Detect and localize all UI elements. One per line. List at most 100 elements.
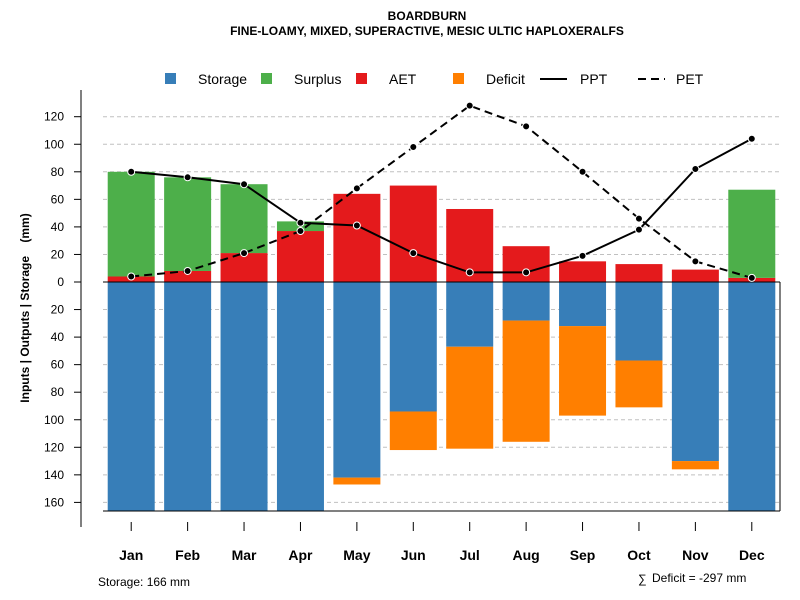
x-tick-label-may: May	[343, 547, 370, 563]
aet-bar-sep	[559, 261, 607, 282]
x-tick-label-dec: Dec	[739, 547, 765, 563]
ppt-point-mar	[240, 180, 249, 189]
aet-bar-jun	[389, 185, 437, 282]
ppt-point-nov	[691, 165, 700, 174]
legend-swatch-surplus	[261, 73, 272, 84]
ppt-point-oct	[634, 225, 643, 234]
storage-bar-feb	[164, 282, 212, 511]
x-tick-label-nov: Nov	[682, 547, 709, 563]
pet-point-jan	[127, 272, 136, 281]
pet-point-oct	[634, 214, 643, 223]
legend-label-storage: Storage	[198, 71, 247, 87]
y-tick-label: 80	[51, 165, 65, 179]
aet-bar-feb	[164, 270, 212, 282]
legend-label-surplus: Surplus	[294, 71, 341, 87]
y-axis-ticks: 120 100 80 60 40 20 0 20 40 60 80 100 120 140 160	[44, 110, 81, 509]
chart-title: BOARDBURN	[388, 9, 467, 23]
legend-swatch-storage	[165, 73, 176, 84]
pet-point-feb	[183, 266, 192, 275]
x-tick-label-aug: Aug	[513, 547, 540, 563]
y-tick-label: 40	[51, 220, 65, 234]
deficit-bar-aug	[502, 320, 550, 442]
ppt-point-feb	[183, 173, 192, 182]
pet-point-may	[352, 184, 361, 193]
y-tick-label: 20	[51, 303, 65, 317]
ppt-point-dec	[747, 134, 756, 143]
x-tick-label-feb: Feb	[175, 547, 200, 563]
storage-bar-nov	[671, 282, 719, 462]
x-tick-label-jul: Jul	[460, 547, 480, 563]
y-tick-label: 20	[51, 247, 65, 261]
storage-bar-jul	[446, 282, 494, 347]
surplus-bar-feb	[164, 177, 212, 271]
y-axis-label: Inputs | Outputs | Storage (mm)	[18, 213, 32, 402]
y-tick-label: 120	[44, 110, 64, 124]
legend-label-aet: AET	[389, 71, 417, 87]
y-tick-label: 60	[51, 192, 65, 206]
deficit-bar-may	[333, 477, 381, 485]
storage-bar-jan	[107, 282, 155, 511]
x-tick-label-oct: Oct	[627, 547, 651, 563]
storage-note: Storage: 166 mm	[98, 575, 190, 589]
y-tick-label: 60	[51, 358, 65, 372]
chart-subtitle: FINE-LOAMY, MIXED, SUPERACTIVE, MESIC UL…	[230, 24, 624, 38]
x-tick-label-apr: Apr	[288, 547, 313, 563]
y-tick-label: 120	[44, 440, 64, 454]
series-lines	[127, 101, 756, 282]
deficit-bar-jul	[446, 346, 494, 449]
pet-point-apr	[296, 227, 305, 236]
aet-bar-mar	[220, 253, 268, 282]
storage-bar-oct	[615, 282, 663, 361]
legend-label-deficit: Deficit	[486, 71, 525, 87]
y-tick-label: 100	[44, 413, 64, 427]
ppt-point-jul	[465, 268, 474, 277]
ppt-point-jun	[409, 249, 418, 258]
ppt-line	[131, 137, 753, 274]
legend-swatch-deficit	[453, 73, 464, 84]
y-tick-label: 140	[44, 468, 64, 482]
storage-bar-aug	[502, 282, 550, 321]
pet-point-jul	[465, 101, 474, 110]
legend: Storage Surplus AET Deficit PPT PET	[165, 71, 704, 87]
gridlines	[103, 116, 780, 503]
surplus-bar-dec	[728, 189, 776, 278]
storage-bar-apr	[276, 282, 324, 511]
x-tick-label-jun: Jun	[401, 547, 426, 563]
bars	[107, 171, 776, 511]
legend-label-pet: PET	[676, 71, 704, 87]
pet-point-nov	[691, 257, 700, 266]
aet-bar-may	[333, 193, 381, 282]
aet-bar-apr	[276, 231, 324, 282]
deficit-bar-sep	[559, 326, 607, 416]
storage-bar-jun	[389, 282, 437, 412]
y-tick-label: 100	[44, 137, 64, 151]
storage-bar-dec	[728, 282, 776, 511]
x-tick-label-mar: Mar	[232, 547, 257, 563]
x-tick-label-sep: Sep	[570, 547, 596, 563]
y-tick-label: 0	[57, 275, 64, 289]
x-axis-ticks: Jan Feb Mar Apr May Jun Jul Aug Sep Oct Nov Dec	[119, 522, 765, 563]
y-tick-label: 160	[44, 495, 64, 509]
deficit-bar-jun	[389, 411, 437, 451]
pet-point-sep	[578, 167, 587, 176]
pet-point-aug	[522, 122, 531, 131]
ppt-point-may	[352, 221, 361, 230]
aet-bar-aug	[502, 246, 550, 282]
y-tick-label: 40	[51, 330, 65, 344]
storage-bar-sep	[559, 282, 607, 327]
surplus-bar-jan	[107, 171, 155, 277]
ppt-point-jan	[127, 167, 136, 176]
deficit-note: Deficit = -297 mm	[652, 571, 746, 585]
legend-swatch-aet	[356, 73, 367, 84]
pet-line	[131, 104, 753, 279]
ppt-point-sep	[578, 251, 587, 260]
sum-symbol: ∑	[638, 572, 647, 586]
pet-point-mar	[240, 249, 249, 258]
pet-point-jun	[409, 143, 418, 152]
aet-bar-nov	[671, 269, 719, 282]
deficit-bar-nov	[671, 461, 719, 470]
legend-label-ppt: PPT	[580, 71, 608, 87]
ppt-point-aug	[522, 268, 531, 277]
storage-bar-mar	[220, 282, 268, 511]
